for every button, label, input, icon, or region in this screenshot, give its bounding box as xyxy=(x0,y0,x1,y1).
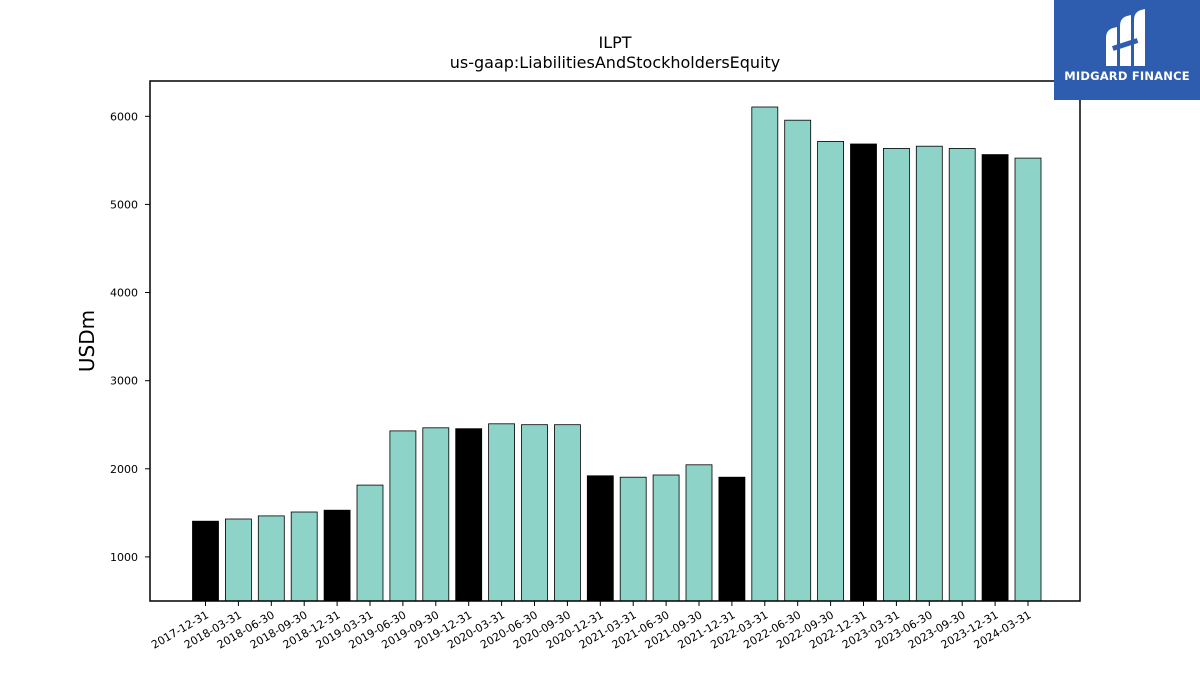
bar-2019-06-30 xyxy=(389,430,417,602)
chart-subtitle: us-gaap:LiabilitiesAndStockholdersEquity xyxy=(450,53,781,72)
plot-frame xyxy=(149,80,1081,602)
bar-2020-09-30 xyxy=(554,424,581,602)
bar-2020-12-31 xyxy=(586,475,614,602)
bar-2018-03-31 xyxy=(224,518,252,602)
bar-2023-06-30 xyxy=(915,145,943,602)
y-tick-label: 1000 xyxy=(110,551,138,564)
y-tick-label: 6000 xyxy=(110,110,138,123)
midgard-finance-logo: MIDGARD FINANCE xyxy=(1054,0,1200,100)
x-axis: 2017-12-312018-03-312018-06-302018-09-30… xyxy=(149,601,1034,652)
bar-2024-03-31 xyxy=(1014,157,1042,602)
bar-2018-12-31 xyxy=(323,509,351,602)
bar-2021-06-30 xyxy=(652,474,680,602)
bar-2018-09-30 xyxy=(290,511,318,602)
bar-2023-03-31 xyxy=(883,147,910,602)
bar-2017-12-31 xyxy=(192,520,219,602)
bar-2022-06-30 xyxy=(784,119,812,602)
y-tick-label: 5000 xyxy=(110,198,138,211)
bars-group xyxy=(192,106,1042,602)
y-tick-label: 2000 xyxy=(110,463,138,476)
bar-2018-06-30 xyxy=(257,515,285,602)
logo-text: MIDGARD FINANCE xyxy=(1064,69,1190,83)
bar-2020-06-30 xyxy=(521,424,548,602)
y-axis-label: USDm xyxy=(75,310,99,372)
y-axis: 1000 2000 3000 4000 5000 6000 xyxy=(110,110,150,564)
chart-title: ILPT xyxy=(598,33,631,52)
bar-2021-12-31 xyxy=(718,476,746,602)
bar-2022-03-31 xyxy=(751,106,779,602)
y-tick-label: 3000 xyxy=(110,375,138,388)
bar-2021-09-30 xyxy=(685,464,713,602)
bar-2022-09-30 xyxy=(817,140,844,602)
bar-2020-03-31 xyxy=(488,423,516,602)
midgard-logo-icon xyxy=(1106,9,1145,66)
bar-2019-03-31 xyxy=(356,484,384,602)
bar-2023-09-30 xyxy=(948,147,976,602)
bar-2021-03-31 xyxy=(619,476,647,602)
y-tick-label: 4000 xyxy=(110,287,138,300)
bar-2019-09-30 xyxy=(422,427,450,602)
bar-2023-12-31 xyxy=(981,154,1009,602)
bar-2019-12-31 xyxy=(455,428,483,602)
bar-2022-12-31 xyxy=(850,143,877,602)
